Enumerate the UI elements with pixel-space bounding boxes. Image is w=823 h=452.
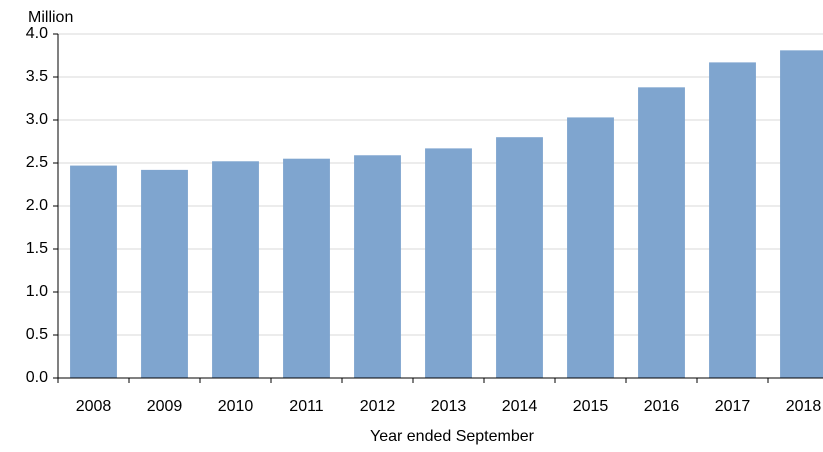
y-tick-label: 2.5 — [26, 154, 48, 171]
x-tick-label: 2011 — [289, 398, 324, 415]
x-tick-label: 2013 — [431, 398, 467, 415]
bar — [212, 161, 259, 378]
x-tick-label: 2016 — [644, 398, 680, 415]
y-tick-label: 1.5 — [26, 240, 48, 257]
bar — [425, 148, 472, 378]
x-tick-label: 2015 — [573, 398, 609, 415]
x-tick-label: 2009 — [147, 398, 183, 415]
x-axis-label: Year ended September — [370, 428, 535, 445]
x-tick-label: 2012 — [360, 398, 396, 415]
x-tick-label: 2017 — [715, 398, 751, 415]
y-axis-label: Million — [28, 9, 73, 26]
x-tick-label: 2018 — [786, 398, 822, 415]
y-tick-label: 0.0 — [26, 369, 48, 386]
y-tick-label: 3.0 — [26, 111, 48, 128]
x-tick-label: 2010 — [218, 398, 254, 415]
y-tick-label: 0.5 — [26, 326, 48, 343]
y-tick-label: 1.0 — [26, 283, 48, 300]
x-tick-label: 2008 — [76, 398, 112, 415]
y-tick-label: 4.0 — [26, 25, 48, 42]
bar — [496, 137, 543, 378]
y-tick-label: 3.5 — [26, 68, 48, 85]
bar — [638, 87, 685, 378]
bar — [709, 62, 756, 378]
bar — [141, 169, 188, 378]
y-tick-label: 2.0 — [26, 197, 48, 214]
bar — [780, 50, 823, 379]
x-tick-label: 2014 — [502, 398, 538, 415]
bar — [354, 155, 401, 378]
bar — [70, 165, 117, 378]
bar — [567, 117, 614, 379]
bar — [283, 158, 330, 378]
